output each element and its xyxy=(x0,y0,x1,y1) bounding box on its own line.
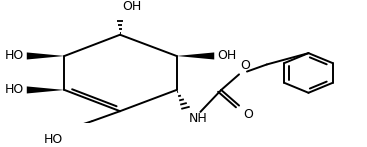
Text: O: O xyxy=(240,59,250,72)
Text: HO: HO xyxy=(44,133,63,146)
Polygon shape xyxy=(177,52,214,60)
Text: NH: NH xyxy=(189,112,207,125)
Polygon shape xyxy=(27,86,65,93)
Text: HO: HO xyxy=(4,83,24,96)
Text: OH: OH xyxy=(122,0,141,14)
Text: HO: HO xyxy=(4,50,24,62)
Polygon shape xyxy=(27,52,65,60)
Text: OH: OH xyxy=(217,50,236,62)
Text: O: O xyxy=(243,108,253,121)
